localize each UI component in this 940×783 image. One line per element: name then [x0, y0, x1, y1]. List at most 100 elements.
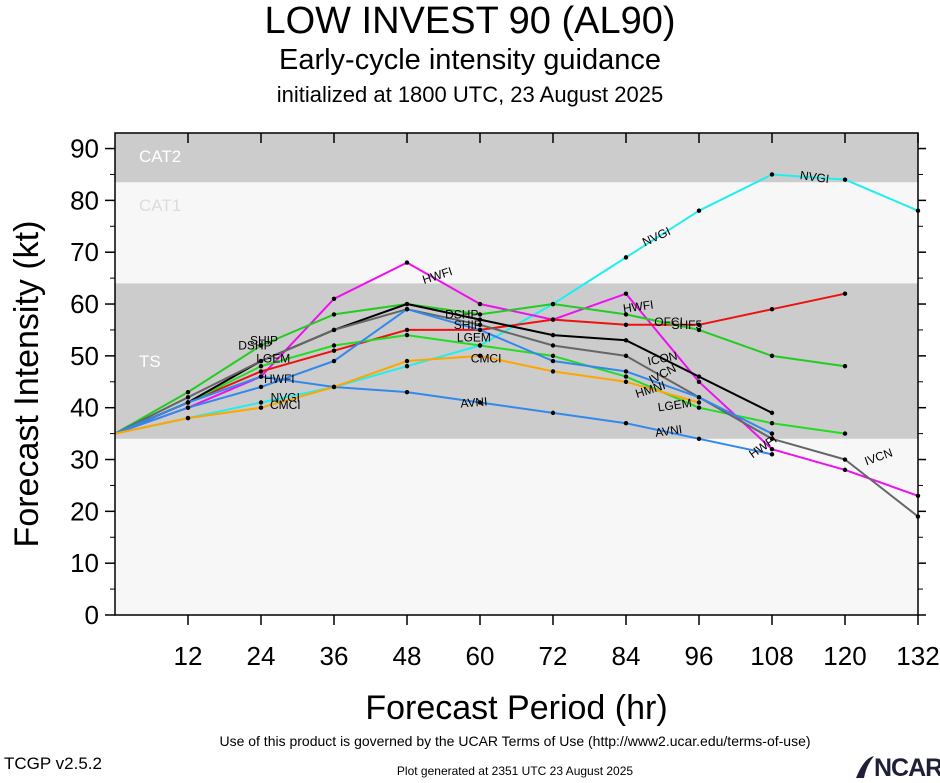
- series-line-ivcn: [114, 308, 919, 518]
- data-point-cmci-7: [623, 379, 629, 384]
- data-point-nvgi-10: [842, 177, 848, 182]
- data-point-ofci-8: [696, 322, 702, 327]
- data-point-icon-6: [550, 332, 556, 338]
- band-cat2: [115, 133, 918, 183]
- model-label-text: CMCI: [471, 352, 502, 366]
- x-tick-label-108: 108: [750, 641, 793, 671]
- ncar-logo-text: NCAR: [874, 754, 940, 782]
- data-point-ofci-3: [331, 348, 337, 353]
- data-point-hmni-7: [623, 369, 629, 374]
- data-point-nvgi-2: [258, 400, 264, 405]
- model-label-lgem-15: LGEM: [457, 331, 491, 345]
- data-point-shf5-5: [477, 312, 483, 317]
- data-point-ivcn-6: [550, 343, 556, 348]
- data-point-ofci-7: [623, 322, 629, 327]
- data-point-avni-9: [769, 452, 775, 457]
- model-label-nvgi-23: NVGI: [271, 390, 300, 404]
- data-point-ivcn-2: [258, 358, 264, 364]
- data-point-hmni-3: [331, 358, 337, 364]
- data-point-hmni-6: [550, 358, 556, 364]
- data-point-hwfi-10: [842, 467, 848, 473]
- y-tick-label-70: 70: [70, 237, 99, 267]
- series-line-icon: [114, 303, 773, 435]
- model-label-ship-16: SHIP: [454, 318, 482, 332]
- data-point-lgem-7: [623, 374, 629, 379]
- model-label-text: NVGI: [799, 168, 830, 186]
- data-point-avni-8: [696, 436, 702, 441]
- data-point-hwfi-9: [769, 446, 775, 452]
- model-label-icon-7: ICON: [646, 349, 678, 369]
- data-point-hwfi-7: [623, 291, 629, 296]
- y-axis-title: Forecast Intensity (kt): [8, 221, 46, 548]
- data-point-ivcn-7: [623, 353, 629, 359]
- data-point-ivcn-1: [185, 395, 191, 400]
- data-point-ofci-6: [550, 317, 556, 322]
- data-point-cmci-8: [696, 400, 702, 405]
- data-point-ivcn-5: [477, 322, 483, 327]
- model-label-dshp-18: DSHP: [238, 339, 271, 353]
- terms-notice: Use of this product is governed by the U…: [219, 733, 811, 749]
- band-label-cat2: CAT2: [139, 147, 181, 166]
- data-point-ivcn-9: [769, 436, 775, 441]
- version-label: TCGP v2.5.2: [4, 754, 102, 773]
- y-tick-label-60: 60: [70, 289, 99, 319]
- x-tick-label-84: 84: [612, 641, 641, 671]
- model-label-shf5-6: SHF5: [671, 318, 702, 332]
- data-point-nvgi-8: [696, 208, 702, 213]
- data-point-cmci-5: [477, 353, 483, 359]
- model-label-avni-13: AVNI: [654, 422, 683, 440]
- data-point-nvgi-9: [769, 172, 775, 177]
- data-point-cmci-4: [404, 358, 410, 364]
- model-label-text: ICON: [646, 349, 678, 369]
- model-label-hwfi-21: HWFI: [264, 372, 295, 386]
- model-label-text: LGEM: [256, 352, 290, 366]
- x-tick-label-120: 120: [823, 641, 866, 671]
- x-tick-label-48: 48: [393, 641, 422, 671]
- x-tick-label-132: 132: [896, 641, 939, 671]
- model-label-text: CMCI: [270, 398, 301, 412]
- data-point-hwfi-4: [404, 260, 410, 265]
- data-point-avni-7: [623, 421, 629, 426]
- ncar-logo-mark: [856, 756, 874, 778]
- y-tick-label-20: 20: [70, 496, 99, 526]
- data-point-shf5-2: [258, 343, 264, 348]
- plot-frame: [114, 132, 919, 616]
- data-point-cmci-2: [258, 405, 264, 410]
- model-label-cmci-14: CMCI: [471, 352, 502, 366]
- model-label-hwfi-3: HWFI: [622, 298, 654, 316]
- model-label-text: AVNI: [460, 394, 488, 410]
- data-point-lgem-8: [696, 405, 702, 410]
- data-point-shf5-3: [331, 312, 337, 317]
- x-axis-title: Forecast Period (hr): [365, 689, 667, 727]
- band-cat1: [115, 182, 918, 284]
- x-tick-label-24: 24: [247, 641, 276, 671]
- model-label-text: HWFI: [622, 298, 654, 316]
- data-point-shf5-10: [842, 364, 848, 369]
- data-point-lgem-4: [404, 332, 410, 338]
- x-tick-label-12: 12: [174, 641, 203, 671]
- data-point-lgem-5: [477, 343, 483, 348]
- data-point-shf5-6: [550, 301, 556, 307]
- data-point-avni-1: [185, 400, 191, 405]
- series-line-avni: [114, 375, 773, 456]
- data-point-avni-6: [550, 410, 556, 416]
- y-tick-label-80: 80: [70, 185, 99, 215]
- chart-title: LOW INVEST 90 (AL90): [264, 0, 676, 42]
- data-point-nvgi-7: [623, 255, 629, 260]
- data-point-ivcn-3: [331, 327, 337, 333]
- data-point-lgem-2: [258, 364, 264, 369]
- data-point-ivcn-10: [842, 457, 848, 462]
- model-label-dshp-17: DSHP: [445, 307, 478, 321]
- model-label-text: DSHP: [238, 339, 271, 353]
- model-label-text: LGEM: [457, 331, 491, 345]
- data-point-avni-5: [477, 400, 483, 405]
- model-label-cmci-22: CMCI: [270, 398, 301, 412]
- data-point-cmci-3: [331, 384, 337, 390]
- chart-subtitle: Early-cycle intensity guidance: [278, 44, 661, 76]
- model-label-text: HWFI: [264, 372, 295, 386]
- data-point-cmci-1: [185, 415, 191, 421]
- band-label-ts: TS: [139, 352, 161, 371]
- x-tick-label-36: 36: [320, 641, 349, 671]
- data-point-hwfi-8: [696, 379, 702, 384]
- data-point-hmni-1: [185, 405, 191, 410]
